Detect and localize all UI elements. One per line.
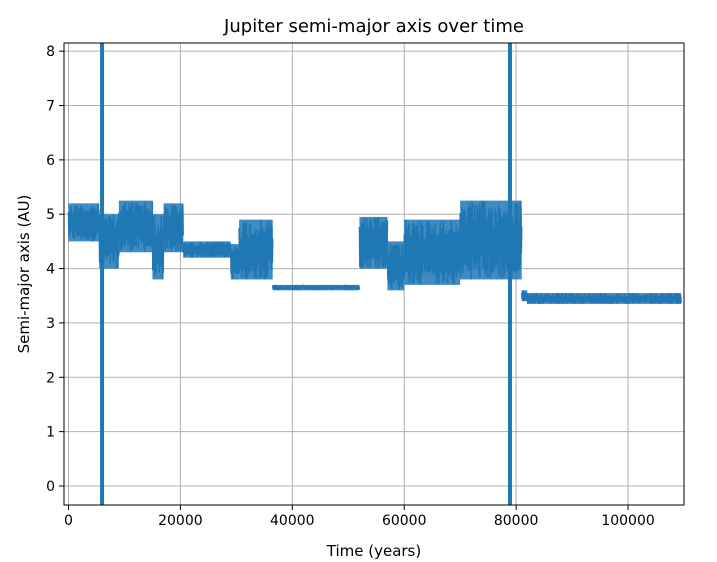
x-axis: 0 20000 40000 60000 80000 100000	[64, 505, 655, 529]
x-tick-label: 20000	[158, 513, 203, 529]
x-tick-label: 80000	[494, 513, 539, 529]
y-tick-label: 8	[46, 44, 55, 60]
y-tick-label: 7	[46, 99, 55, 115]
y-tick-label: 5	[46, 207, 55, 223]
axes-frame	[63, 42, 685, 506]
x-tick-label: 40000	[270, 513, 315, 529]
series-line	[118, 201, 154, 253]
x-axis-label: Time (years)	[326, 542, 421, 560]
series-line	[403, 220, 461, 285]
series-line	[520, 290, 529, 302]
series-jupiter-semi-major-axis	[67, 43, 682, 505]
series-line	[238, 219, 274, 280]
chart-title: Jupiter semi-major axis over time	[223, 16, 524, 37]
x-tick-label: 100000	[601, 513, 654, 529]
series-line	[151, 214, 165, 279]
series-line	[182, 241, 232, 258]
x-tick-label: 60000	[382, 513, 427, 529]
series-line	[67, 203, 100, 242]
series-line	[358, 216, 389, 269]
series-line	[271, 284, 361, 291]
y-axis-label: Semi-major axis (AU)	[15, 195, 33, 354]
y-tick-label: 4	[46, 262, 55, 278]
series-line	[230, 245, 240, 280]
series-line	[386, 243, 405, 290]
y-tick-label: 6	[46, 153, 55, 169]
y-tick-label: 2	[46, 370, 55, 386]
series-line	[162, 204, 184, 252]
y-axis: 0 1 2 3 4 5 6 7 8	[46, 44, 64, 495]
y-tick-label: 1	[46, 425, 55, 441]
y-tick-label: 3	[46, 316, 55, 332]
series-line	[526, 293, 682, 304]
x-tick-label: 0	[64, 513, 73, 529]
plot-area	[67, 43, 682, 505]
y-tick-label: 0	[46, 479, 55, 495]
